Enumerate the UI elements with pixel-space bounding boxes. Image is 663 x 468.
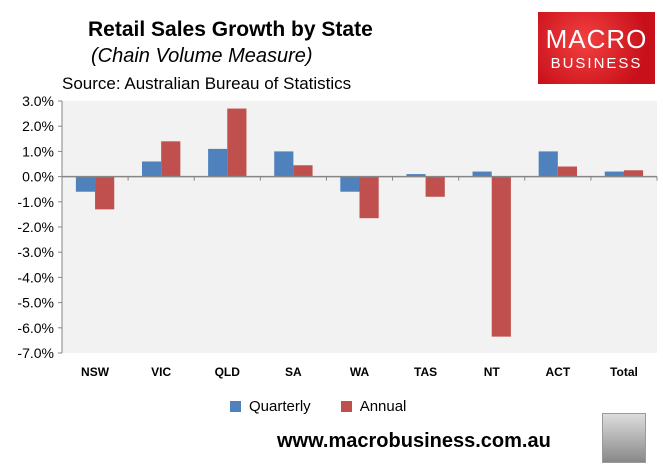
bar-quarterly-vic (141, 161, 162, 177)
bar-annual-vic (161, 141, 181, 177)
bar-quarterly-nsw (75, 176, 96, 192)
bar-quarterly-total (604, 171, 624, 177)
wolf-logo-image (602, 413, 646, 463)
bar-quarterly-act (538, 151, 558, 177)
chart-subtitle: (Chain Volume Measure) (91, 45, 313, 67)
plot-area (62, 101, 657, 353)
x-tick-label: Total (610, 365, 638, 379)
legend-annual: Annual (340, 398, 406, 415)
x-tick-label: QLD (215, 365, 241, 379)
y-tick-label: -1.0% (17, 194, 54, 210)
y-tick-label: -6.0% (17, 320, 54, 336)
bar-annual-tas (425, 176, 445, 197)
y-tick-label: -4.0% (17, 269, 54, 285)
legend-quarterly: Quarterly (230, 398, 311, 415)
y-tick-label: 0.0% (22, 169, 54, 185)
bar-quarterly-tas (406, 174, 426, 177)
y-tick-label: 1.0% (22, 143, 54, 159)
bar-quarterly-sa (274, 151, 294, 177)
x-tick-label: NSW (81, 365, 110, 379)
x-tick-label: TAS (414, 365, 437, 379)
bar-chart: 3.0% 2.0% 1.0% 0.0% -1.0% -2.0% -3.0% -4.0% -5.0… (17, 93, 658, 379)
bar-annual-nsw (95, 176, 115, 210)
x-tick-label: SA (285, 365, 302, 379)
bar-quarterly-wa (340, 176, 360, 192)
y-tick-label: -5.0% (17, 295, 54, 311)
y-tick-label: -7.0% (17, 345, 54, 361)
bar-annual-nt (491, 176, 511, 337)
y-tick-label: -2.0% (17, 219, 54, 235)
bar-annual-act (557, 166, 578, 177)
source-note: Source: Australian Bureau of Statistics (62, 74, 352, 93)
bar-annual-wa (359, 176, 379, 219)
bar-annual-sa (293, 165, 313, 177)
chart-title: Retail Sales Growth by State (88, 18, 373, 41)
bar-quarterly-qld (208, 148, 228, 177)
bar-annual-total (623, 170, 644, 177)
y-tick-label: -3.0% (17, 244, 54, 260)
y-tick-label: 2.0% (22, 118, 54, 134)
x-tick-label: NT (484, 365, 501, 379)
website-url: www.macrobusiness.com.au (277, 430, 551, 452)
x-tick-label: WA (350, 365, 370, 379)
bar-annual-qld (227, 108, 247, 177)
x-tick-label: ACT (545, 365, 570, 379)
x-tick-label: VIC (151, 365, 171, 379)
y-tick-label: 3.0% (22, 93, 54, 109)
macrobusiness-logo: MACRO BUSINESS (538, 12, 655, 84)
bar-quarterly-nt (472, 171, 492, 177)
legend: Quarterly Annual (230, 398, 406, 415)
